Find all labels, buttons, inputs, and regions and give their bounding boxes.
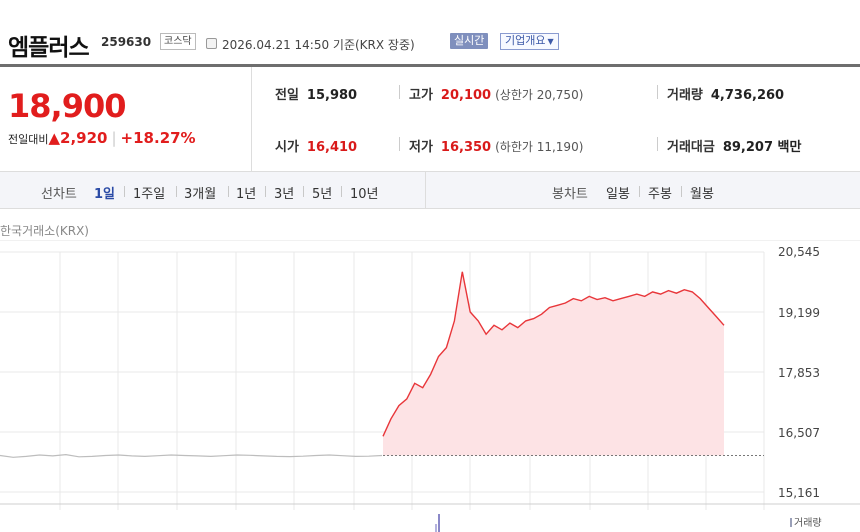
caret-down-icon: ▼	[547, 37, 554, 46]
tab-weekly-candle[interactable]: 주봉	[648, 187, 672, 202]
tab-monthly-candle[interactable]: 월봉	[690, 187, 714, 202]
stat-volume: 거래량 4,736,260	[667, 88, 785, 103]
timestamp: 2026.04.21 14:50 기준(KRX 장중)	[222, 38, 415, 52]
price-change: 전일대비▲2,920 | +18.27%	[8, 129, 196, 147]
stat-low: 저가 16,350 (하한가 11,190)	[409, 140, 584, 155]
clock-icon	[206, 38, 217, 49]
stat-high: 고가 20,100 (상한가 20,750)	[409, 88, 584, 103]
price-panel: 18,900 전일대비▲2,920 | +18.27%	[0, 67, 252, 171]
company-overview-label: 기업개요	[505, 34, 546, 47]
tab-3month[interactable]: 3개월	[184, 187, 217, 202]
tab-1day[interactable]: 1일	[94, 187, 116, 202]
volume-bar	[438, 514, 440, 532]
candle-chart-label: 봉차트	[552, 187, 588, 202]
up-arrow-icon: ▲	[48, 129, 61, 147]
y-tick-label: 20,545	[778, 245, 820, 259]
tab-1year[interactable]: 1년	[236, 187, 257, 202]
stat-prev-close: 전일 15,980	[275, 88, 358, 103]
change-label: 전일대비	[8, 133, 49, 146]
change-amount: 2,920	[60, 129, 108, 147]
stat-open: 시가 16,410	[275, 140, 358, 155]
tab-1week[interactable]: 1주일	[133, 187, 166, 202]
line-chart-label: 선차트	[41, 187, 77, 202]
market-badge: 코스닥	[160, 33, 196, 50]
tab-daily-candle[interactable]: 일봉	[606, 187, 630, 202]
y-tick-label: 17,853	[778, 366, 820, 380]
volume-bar	[435, 524, 437, 532]
volume-legend: 거래량	[790, 514, 822, 529]
stock-code: 259630	[101, 35, 152, 49]
tab-5year[interactable]: 5년	[312, 187, 333, 202]
stats-grid: 전일 15,980 고가 20,100 (상한가 20,750) 거래량 4,736,2…	[253, 67, 860, 171]
chart-tab-bar: 선차트 1일 1주일 3개월 1년 3년 5년 10년 봉차트 일봉 주봉 월봉	[0, 171, 860, 209]
y-tick-label: 19,199	[778, 306, 820, 320]
volume-bar-icon	[790, 518, 792, 527]
tab-10year[interactable]: 10년	[350, 187, 379, 202]
tab-3year[interactable]: 3년	[274, 187, 295, 202]
header-divider	[0, 64, 860, 67]
stock-header: 엠플러스 259630 코스닥 2026.04.21 14:50 기준(KRX …	[0, 0, 860, 64]
y-tick-label: 15,161	[778, 486, 820, 500]
prev-day-line	[0, 453, 383, 458]
stock-name: 엠플러스	[8, 35, 90, 61]
y-tick-label: 16,507	[778, 426, 820, 440]
stat-amount: 거래대금 89,207 백만	[667, 140, 802, 155]
today-area	[383, 271, 724, 456]
today-line	[382, 271, 725, 437]
exchange-label: 한국거래소(KRX)	[0, 224, 89, 238]
change-percent: +18.27%	[120, 129, 196, 147]
current-price: 18,900	[8, 87, 126, 125]
company-overview-button[interactable]: 기업개요 ▼	[500, 33, 559, 50]
realtime-button[interactable]: 실시간	[450, 33, 489, 49]
intraday-chart[interactable]	[0, 240, 860, 532]
